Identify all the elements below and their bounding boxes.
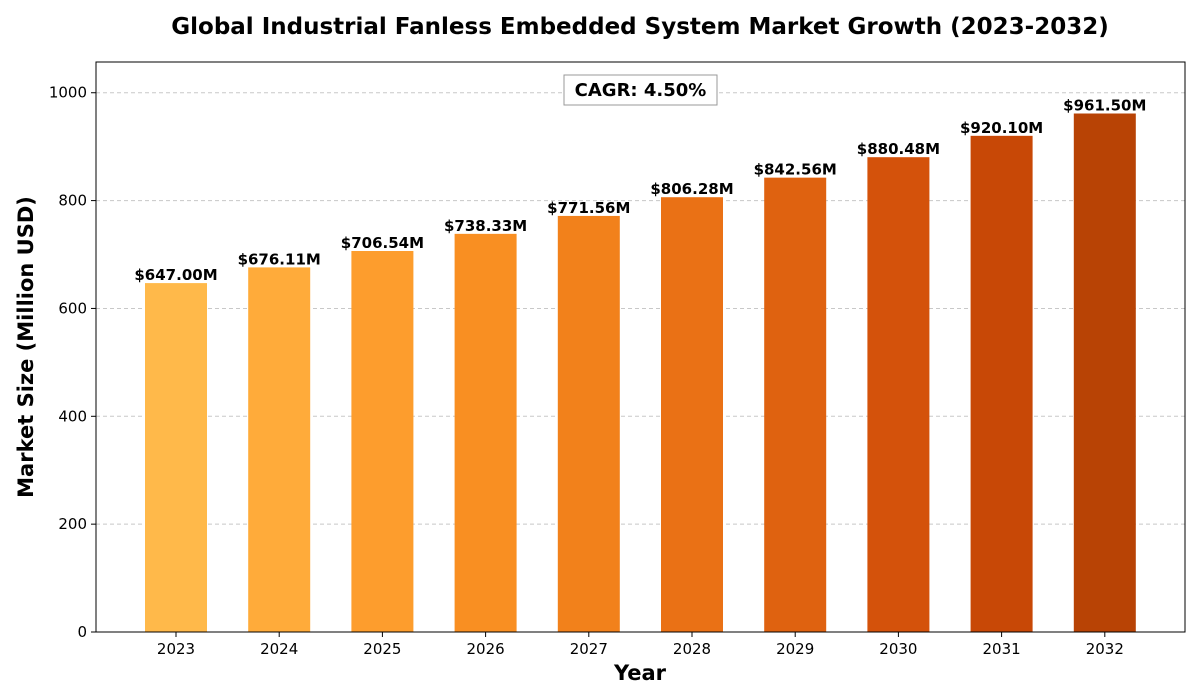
x-tick-label: 2024 — [260, 640, 298, 658]
data-label: $880.48M — [857, 140, 940, 158]
bar — [764, 177, 827, 633]
bars — [145, 113, 1136, 633]
y-tick-label: 0 — [77, 623, 87, 641]
bar — [454, 233, 517, 633]
x-tick-label: 2030 — [879, 640, 917, 658]
y-axis-label: Market Size (Million USD) — [14, 196, 38, 498]
x-axis-label: Year — [613, 661, 667, 685]
cagr-box — [563, 74, 718, 106]
data-label: $676.11M — [238, 250, 321, 268]
bar — [1073, 113, 1136, 633]
x-tick-label: 2032 — [1086, 640, 1124, 658]
y-tick-label: 800 — [58, 192, 87, 210]
data-labels: $647.00M $676.11M $706.54M $738.33M $771.56M… — [134, 96, 1146, 284]
cagr-text: CAGR: 4.50% — [575, 80, 707, 101]
chart-title: Global Industrial Fanless Embedded Syste… — [171, 14, 1109, 40]
bar — [970, 135, 1033, 632]
x-tick-label: 2031 — [983, 640, 1021, 658]
data-label: $706.54M — [341, 234, 424, 252]
x-tick-label: 2025 — [363, 640, 401, 658]
data-label: $961.50M — [1063, 96, 1146, 114]
y-tick-label: 600 — [58, 299, 87, 317]
bar — [867, 157, 930, 632]
data-label: $738.33M — [444, 217, 527, 235]
data-label: $920.10M — [960, 119, 1043, 137]
data-label: $842.56M — [754, 161, 837, 179]
bar — [661, 197, 723, 632]
data-label: $806.28M — [650, 180, 733, 198]
bar — [145, 283, 207, 632]
bar — [557, 215, 620, 633]
y-tick-label: 400 — [58, 407, 87, 425]
data-label: $771.56M — [547, 199, 630, 217]
x-axis-ticks: 2023 2024 2025 2026 2027 2028 2029 2030 2031 2032 — [157, 632, 1124, 658]
x-tick-label: 2029 — [776, 640, 814, 658]
x-tick-label: 2023 — [157, 640, 195, 658]
x-tick-label: 2028 — [673, 640, 711, 658]
bar — [248, 267, 311, 632]
y-tick-label: 1000 — [49, 84, 87, 102]
plot-frame — [95, 61, 1186, 633]
x-tick-label: 2026 — [467, 640, 505, 658]
x-tick-label: 2027 — [570, 640, 608, 658]
y-axis-ticks: 0 200 400 600 800 1000 — [49, 84, 96, 641]
y-tick-label: 200 — [58, 515, 87, 533]
cagr-annotation: CAGR: 4.50% — [563, 74, 718, 106]
bar — [351, 250, 414, 632]
data-label: $647.00M — [134, 266, 217, 284]
